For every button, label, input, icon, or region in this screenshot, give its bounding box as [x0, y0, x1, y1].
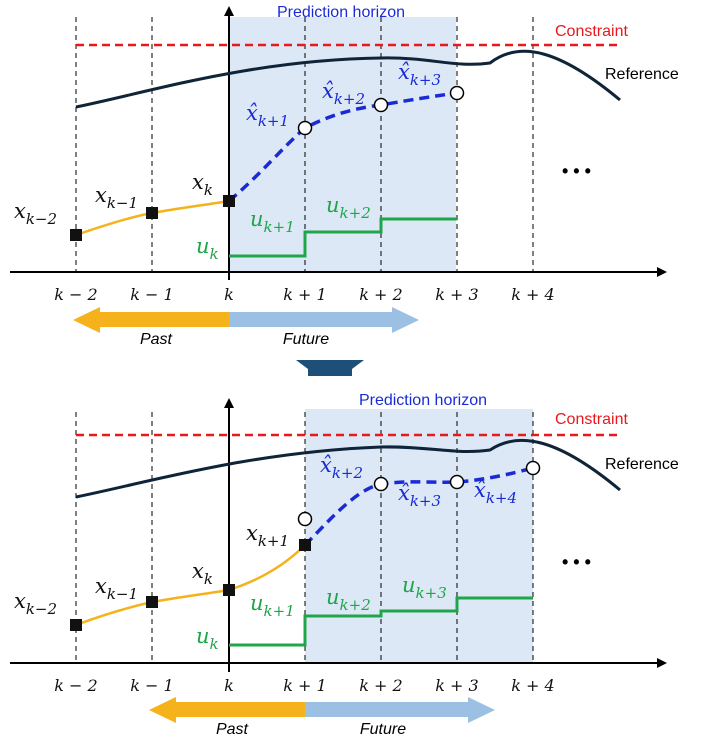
panel-top: Prediction horizon Constraint Reference	[10, 4, 679, 348]
reference-curve	[75, 49, 621, 109]
tick-label: k + 3	[435, 285, 478, 304]
tick-label: k + 2	[359, 676, 402, 695]
input-label: uk	[196, 624, 219, 653]
measured-state-marker	[146, 207, 158, 219]
measured-state-marker	[70, 229, 82, 241]
step-transition-arrow	[296, 360, 364, 376]
tick-label: k + 1	[283, 285, 326, 304]
input-label: uk+3	[402, 573, 447, 602]
predicted-state-marker	[373, 476, 389, 492]
past-label: Past	[216, 721, 249, 738]
input-label: uk+1	[250, 207, 295, 236]
measured-state-marker	[299, 539, 311, 551]
state-label: xk−1	[95, 574, 138, 603]
tick-label: k + 2	[359, 285, 402, 304]
predicted-state-label: x̂k+3	[398, 481, 441, 510]
continuation-ellipsis: • • •	[562, 161, 591, 181]
prediction-horizon-region	[305, 409, 533, 663]
input-label: uk+2	[326, 193, 371, 222]
constraint-label: Constraint	[555, 23, 628, 40]
tick-label: k + 4	[511, 285, 554, 304]
predicted-state-trajectory	[303, 466, 534, 547]
predicted-state-marker	[373, 97, 389, 113]
measured-state-marker	[223, 195, 235, 207]
time-tick-labels: k − 2 k − 1 k k + 1 k + 2 k + 3 k + 4	[54, 285, 554, 304]
tick-label: k + 1	[283, 676, 326, 695]
input-sequence	[229, 217, 457, 258]
state-label: xk−1	[95, 183, 138, 212]
predicted-state-marker	[449, 85, 465, 101]
future-arrow	[305, 697, 495, 723]
tick-label: k − 1	[130, 676, 173, 695]
predicted-state-marker	[297, 120, 313, 136]
time-gridlines	[75, 17, 534, 272]
predicted-state-trajectory	[227, 91, 458, 203]
constraint-label: Constraint	[555, 411, 628, 428]
past-state-trajectory	[75, 544, 306, 627]
tick-label: k − 1	[130, 285, 173, 304]
tick-label: k − 2	[54, 285, 97, 304]
panel-bottom: Prediction horizon Constraint Reference …	[10, 392, 679, 738]
future-label: Future	[360, 721, 406, 738]
predicted-state-marker	[449, 474, 465, 490]
tick-label: k + 3	[435, 676, 478, 695]
tick-label: k + 4	[511, 676, 554, 695]
input-label: uk+2	[326, 585, 371, 614]
past-arrow	[73, 307, 229, 333]
prediction-horizon-label: Prediction horizon	[359, 392, 487, 409]
continuation-ellipsis: • • •	[562, 552, 591, 572]
past-label: Past	[140, 331, 173, 348]
prediction-horizon-label: Prediction horizon	[277, 4, 405, 21]
predicted-state-label: x̂k+4	[474, 478, 517, 507]
measured-state-marker	[223, 584, 235, 596]
predicted-state-label: x̂k+3	[398, 60, 441, 89]
input-sequence	[229, 596, 533, 647]
predicted-state-label: x̂k+2	[320, 453, 363, 482]
state-label: xk+1	[246, 521, 289, 550]
state-label: xk−2	[14, 199, 57, 228]
future-label: Future	[283, 331, 329, 348]
input-label: uk	[196, 234, 219, 263]
measured-state-marker	[146, 596, 158, 608]
state-label: xk	[192, 559, 213, 588]
measured-state-marker	[70, 619, 82, 631]
state-label: xk−2	[14, 589, 57, 618]
previous-prediction-marker	[297, 511, 313, 527]
tick-label: k	[224, 285, 234, 304]
predicted-state-label: x̂k+1	[246, 101, 289, 130]
state-label: xk	[192, 170, 213, 199]
future-arrow	[229, 307, 419, 333]
reference-label: Reference	[605, 66, 679, 83]
tick-label: k − 2	[54, 676, 97, 695]
reference-curve	[75, 438, 621, 499]
tick-label: k	[224, 676, 234, 695]
input-label: uk+1	[250, 591, 295, 620]
predicted-state-marker	[525, 460, 541, 476]
past-arrow	[149, 697, 305, 723]
time-tick-labels: k − 2 k − 1 k k + 1 k + 2 k + 3 k + 4	[54, 676, 554, 695]
predicted-state-label: x̂k+2	[322, 79, 365, 108]
reference-label: Reference	[605, 456, 679, 473]
